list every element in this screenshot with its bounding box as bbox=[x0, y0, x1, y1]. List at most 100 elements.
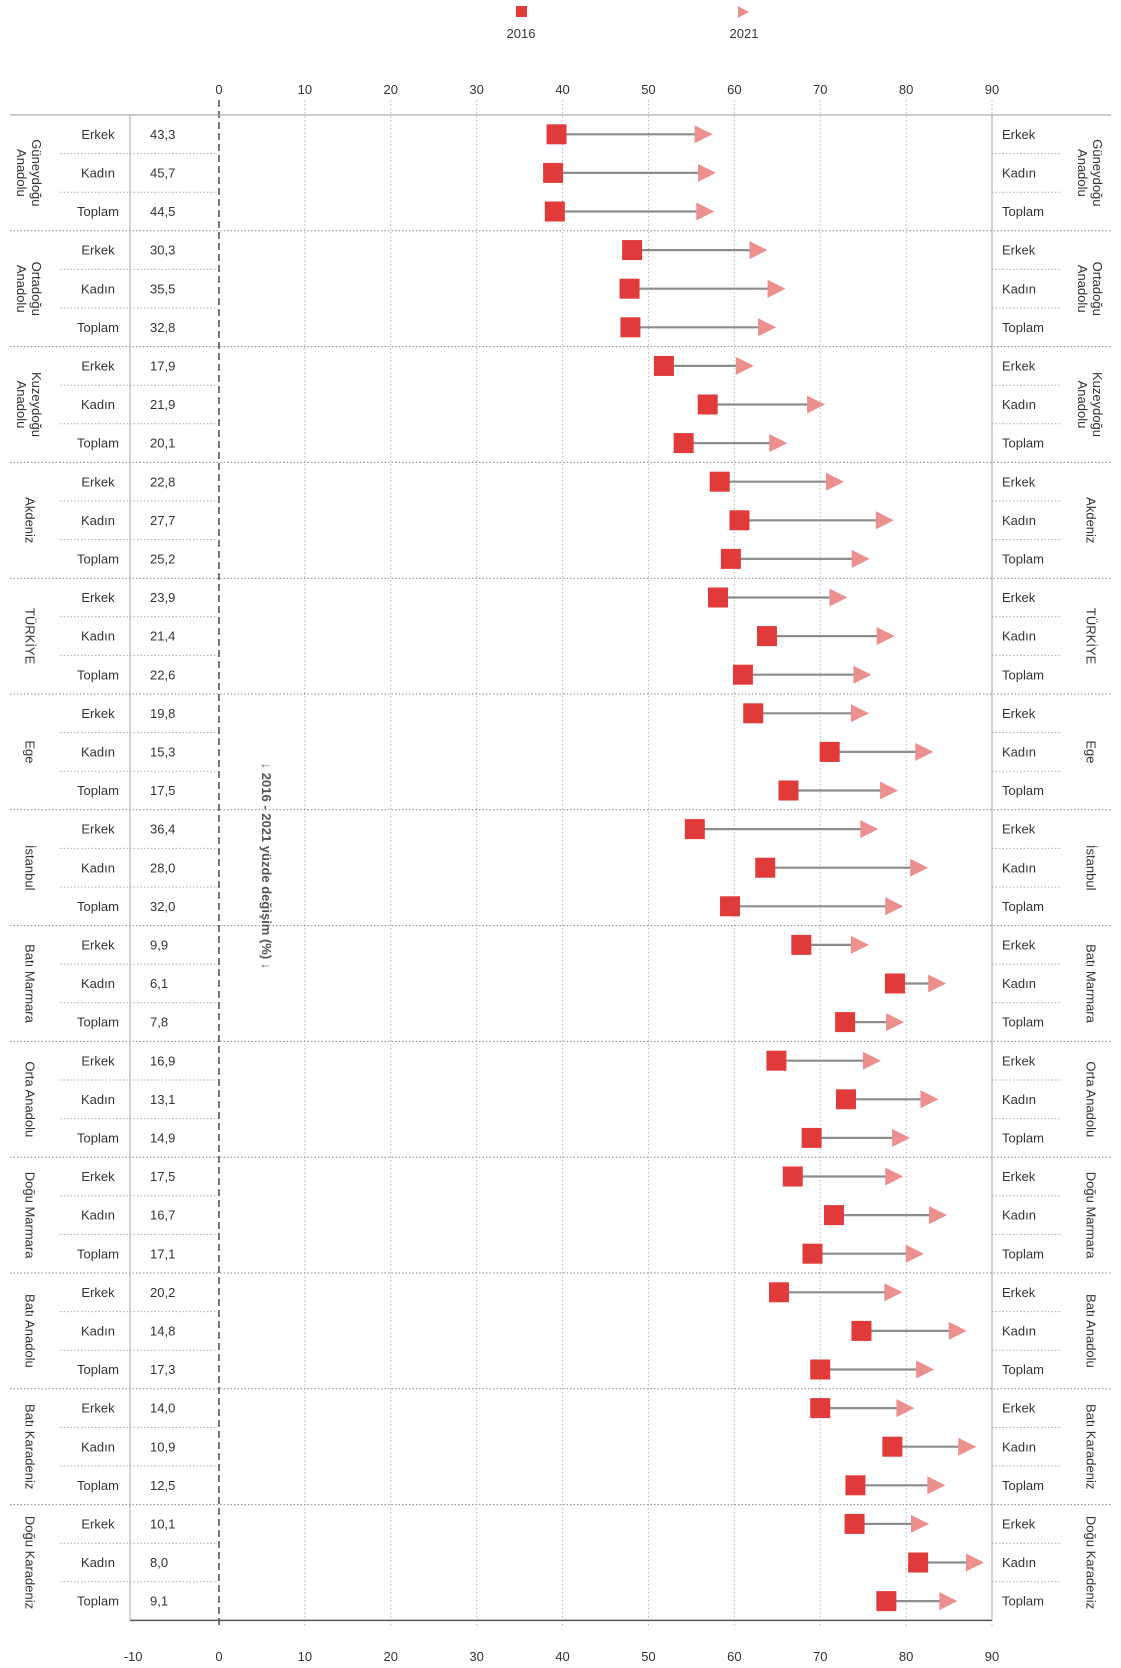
bottom-tick-label: 20 bbox=[384, 1649, 398, 1664]
change-value: 10,1 bbox=[150, 1516, 175, 1531]
row-label-right: Kadın bbox=[1002, 1092, 1036, 1107]
bottom-tick-label: 50 bbox=[641, 1649, 655, 1664]
region-label-right: Ege bbox=[1083, 740, 1098, 763]
region-label-right: GüneydoğuAnadolu bbox=[1075, 139, 1105, 206]
marker-2021 bbox=[920, 1090, 939, 1109]
row-label-left: Kadın bbox=[81, 397, 115, 412]
region-label-left: TÜRKİYE bbox=[22, 608, 37, 665]
row-label-right: Toplam bbox=[1002, 204, 1044, 219]
grid bbox=[218, 100, 993, 1629]
legend: 2016 2021 bbox=[507, 6, 758, 41]
marker-2016 bbox=[653, 355, 674, 376]
marker-2021 bbox=[885, 1167, 904, 1186]
change-value: 13,1 bbox=[150, 1092, 175, 1107]
row-label-left: Kadın bbox=[81, 1323, 115, 1338]
marker-2021 bbox=[910, 858, 929, 877]
marker-2016 bbox=[778, 780, 799, 801]
marker-2016 bbox=[619, 278, 640, 299]
row-label-right: Erkek bbox=[1002, 358, 1036, 373]
row-label-left: Toplam bbox=[77, 436, 119, 451]
row-label-right: Erkek bbox=[1002, 1401, 1036, 1416]
bottom-tick-label: 80 bbox=[899, 1649, 913, 1664]
row-label-right: Kadın bbox=[1002, 1208, 1036, 1223]
row-label-right: Erkek bbox=[1002, 474, 1036, 489]
bottom-tick-label: -10 bbox=[124, 1649, 143, 1664]
row-label-left: Kadın bbox=[81, 744, 115, 759]
region-label-left: KuzeydoğuAnadolu bbox=[14, 372, 44, 437]
region-label-right: Doğu Marmara bbox=[1083, 1172, 1098, 1259]
row-label-left: Kadın bbox=[81, 629, 115, 644]
marker-2021 bbox=[749, 241, 768, 260]
row-label-left: Toplam bbox=[77, 899, 119, 914]
marker-2016 bbox=[876, 1591, 897, 1612]
change-value: 9,9 bbox=[150, 937, 168, 952]
region-label-left: Doğu Marmara bbox=[22, 1172, 37, 1259]
marker-2016 bbox=[729, 510, 750, 531]
row-label-right: Kadın bbox=[1002, 1323, 1036, 1338]
marker-2016 bbox=[620, 317, 641, 338]
row-label-right: Erkek bbox=[1002, 243, 1036, 258]
top-tick-label: 90 bbox=[985, 82, 999, 97]
row-label-right: Toplam bbox=[1002, 899, 1044, 914]
marker-2021 bbox=[928, 974, 947, 993]
row-label-right: Erkek bbox=[1002, 706, 1036, 721]
row-label-right: Kadın bbox=[1002, 976, 1036, 991]
bottom-tick-label: 60 bbox=[727, 1649, 741, 1664]
change-value: 16,9 bbox=[150, 1053, 175, 1068]
marker-2016 bbox=[810, 1398, 831, 1419]
row-label-right: Toplam bbox=[1002, 1594, 1044, 1609]
marker-2016 bbox=[768, 1282, 789, 1303]
row-label-left: Kadın bbox=[81, 513, 115, 528]
bottom-tick-label: 90 bbox=[985, 1649, 999, 1664]
marker-2021 bbox=[915, 742, 934, 761]
marker-2021 bbox=[850, 704, 869, 723]
row-label-left: Kadın bbox=[81, 165, 115, 180]
top-tick-label: 10 bbox=[298, 82, 312, 97]
row-label-left: Toplam bbox=[77, 204, 119, 219]
marker-2021 bbox=[939, 1592, 958, 1611]
marker-2021 bbox=[862, 1051, 881, 1070]
marker-2021 bbox=[876, 627, 895, 646]
row-label-right: Toplam bbox=[1002, 1130, 1044, 1145]
region-label-right: OrtadoğuAnadolu bbox=[1075, 262, 1105, 316]
marker-2016 bbox=[544, 201, 565, 222]
row-label-left: Erkek bbox=[81, 822, 115, 837]
change-value: 27,7 bbox=[150, 513, 175, 528]
change-annotation: ↓ 2016 - 2021 yüzde değişim (%) ↓ bbox=[259, 763, 274, 970]
row-label-left: Toplam bbox=[77, 667, 119, 682]
marker-2016 bbox=[766, 1050, 787, 1071]
row-label-right: Toplam bbox=[1002, 783, 1044, 798]
change-value: 20,1 bbox=[150, 436, 175, 451]
marker-2016 bbox=[720, 896, 741, 917]
row-label-left: Kadın bbox=[81, 860, 115, 875]
marker-2016 bbox=[819, 741, 840, 762]
marker-2016 bbox=[802, 1243, 823, 1264]
region-label-right: Orta Anadolu bbox=[1083, 1061, 1098, 1137]
rows: GüneydoğuAnadolu GüneydoğuAnadolu Erkek 43,… bbox=[10, 127, 1111, 1609]
change-value: 17,3 bbox=[150, 1362, 175, 1377]
top-tick-label: 70 bbox=[813, 82, 827, 97]
row-label-right: Kadın bbox=[1002, 744, 1036, 759]
change-value: 44,5 bbox=[150, 204, 175, 219]
row-label-right: Toplam bbox=[1002, 320, 1044, 335]
region-label-right: Batı Karadeniz bbox=[1083, 1404, 1098, 1489]
marker-2016 bbox=[673, 433, 694, 454]
top-tick-label: 30 bbox=[469, 82, 483, 97]
marker-2021 bbox=[767, 279, 786, 298]
marker-2021 bbox=[850, 935, 869, 954]
row-label-right: Toplam bbox=[1002, 1246, 1044, 1261]
region-label-right: Batı Marmara bbox=[1083, 944, 1098, 1024]
bottom-tick-label: 40 bbox=[555, 1649, 569, 1664]
row-label-right: Kadın bbox=[1002, 513, 1036, 528]
marker-2021 bbox=[910, 1514, 929, 1533]
bottom-tick-label: 0 bbox=[215, 1649, 222, 1664]
row-label-right: Toplam bbox=[1002, 667, 1044, 682]
row-label-right: Erkek bbox=[1002, 1053, 1036, 1068]
region-label-left: Batı Anadolu bbox=[22, 1294, 37, 1368]
change-value: 22,8 bbox=[150, 474, 175, 489]
row-label-left: Kadın bbox=[81, 1092, 115, 1107]
marker-2021 bbox=[927, 1476, 946, 1495]
marker-2021 bbox=[860, 820, 879, 839]
row-label-left: Toplam bbox=[77, 1478, 119, 1493]
row-label-right: Erkek bbox=[1002, 590, 1036, 605]
